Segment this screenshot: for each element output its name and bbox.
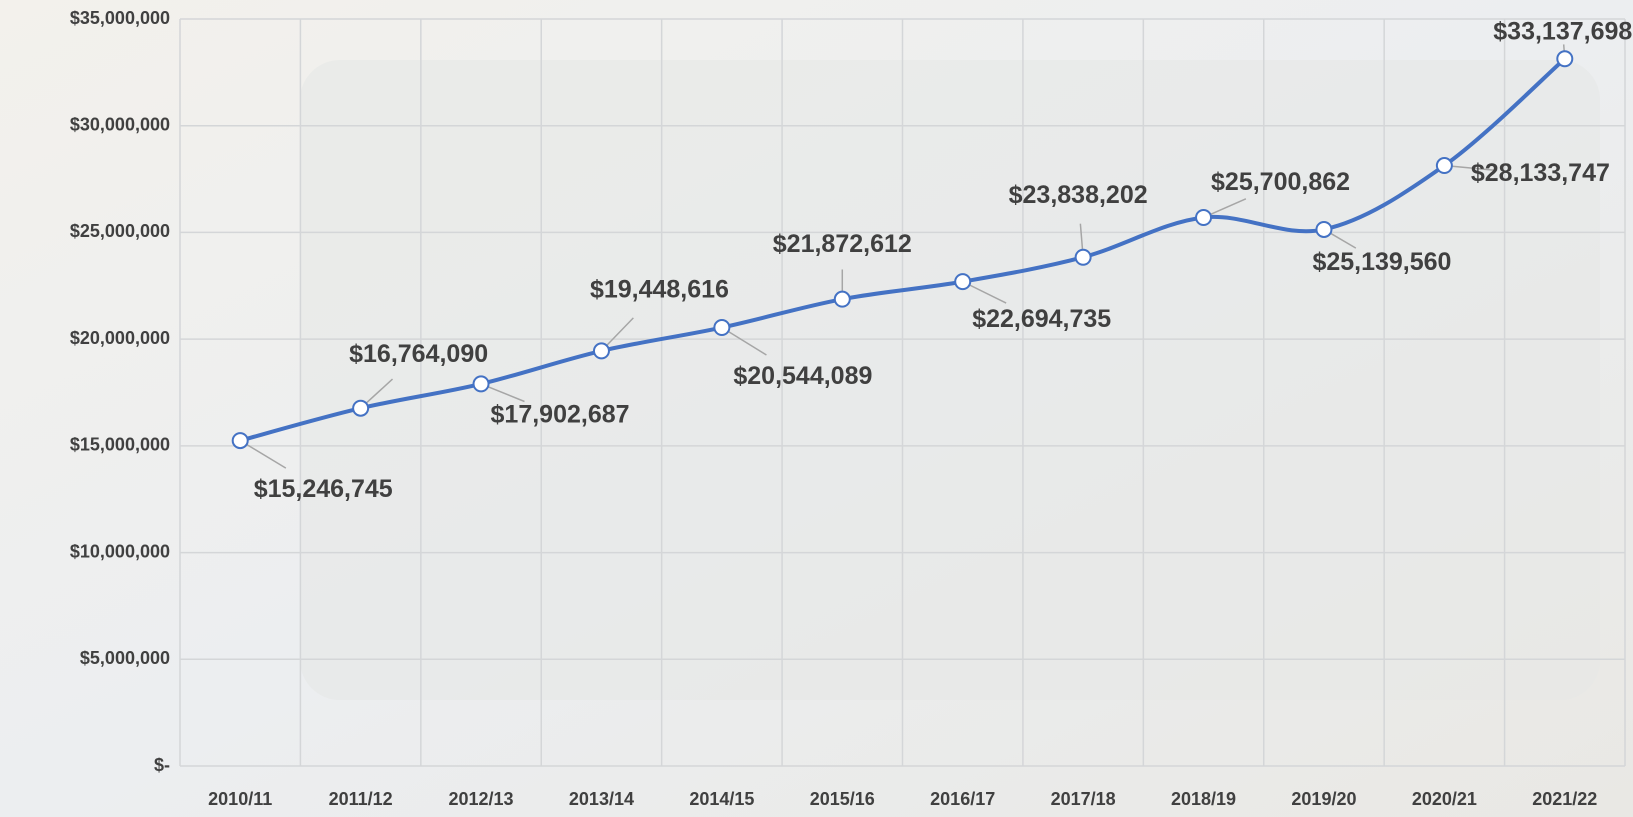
leader-line xyxy=(239,439,287,469)
marker xyxy=(954,273,972,291)
x-tick-label: 2017/18 xyxy=(1051,789,1116,809)
marker xyxy=(1074,248,1092,266)
y-tick-label: $30,000,000 xyxy=(70,114,170,134)
x-tick-label: 2016/17 xyxy=(930,789,995,809)
data-label: $21,872,612 xyxy=(773,230,912,258)
marker xyxy=(1435,157,1453,175)
marker xyxy=(713,319,731,337)
marker xyxy=(231,432,249,450)
x-tick-label: 2014/15 xyxy=(689,789,754,809)
y-tick-label: $20,000,000 xyxy=(70,328,170,348)
marker xyxy=(592,342,610,360)
x-tick-label: 2020/21 xyxy=(1412,789,1477,809)
data-label: $23,838,202 xyxy=(1009,181,1148,209)
y-tick-label: $10,000,000 xyxy=(70,541,170,561)
marker xyxy=(352,399,370,417)
x-tick-label: 2015/16 xyxy=(810,789,875,809)
y-tick-label: $35,000,000 xyxy=(70,8,170,28)
data-label: $15,246,745 xyxy=(254,475,393,503)
data-label: $16,764,090 xyxy=(349,340,488,368)
marker xyxy=(833,290,851,308)
data-label: $17,902,687 xyxy=(491,401,630,429)
x-tick-label: 2012/13 xyxy=(449,789,514,809)
data-label: $22,694,735 xyxy=(972,305,1111,333)
y-tick-label: $15,000,000 xyxy=(70,435,170,455)
marker xyxy=(1315,220,1333,238)
data-label: $28,133,747 xyxy=(1471,159,1610,187)
data-label: $20,544,089 xyxy=(733,362,872,390)
data-label: $25,700,862 xyxy=(1211,168,1350,196)
y-tick-label: $5,000,000 xyxy=(80,648,170,668)
y-tick-label: $- xyxy=(154,755,170,775)
background-shape xyxy=(300,60,1600,700)
line xyxy=(239,57,1567,443)
x-tick-label: 2021/22 xyxy=(1532,789,1597,809)
data-label: $19,448,616 xyxy=(590,276,729,304)
data-label: $25,139,560 xyxy=(1312,248,1451,276)
marker xyxy=(1556,50,1574,68)
x-tick-label: 2019/20 xyxy=(1291,789,1356,809)
marker xyxy=(1195,208,1213,226)
x-tick-label: 2010/11 xyxy=(208,789,272,809)
y-tick-label: $25,000,000 xyxy=(70,221,170,241)
x-tick-label: 2018/19 xyxy=(1171,789,1236,809)
x-tick-label: 2011/12 xyxy=(329,789,393,809)
leader-line xyxy=(721,326,767,356)
marker xyxy=(472,375,490,393)
leader-line xyxy=(1444,164,1498,172)
x-tick-label: 2013/14 xyxy=(569,789,634,809)
data-label: $33,137,698 xyxy=(1493,17,1632,45)
